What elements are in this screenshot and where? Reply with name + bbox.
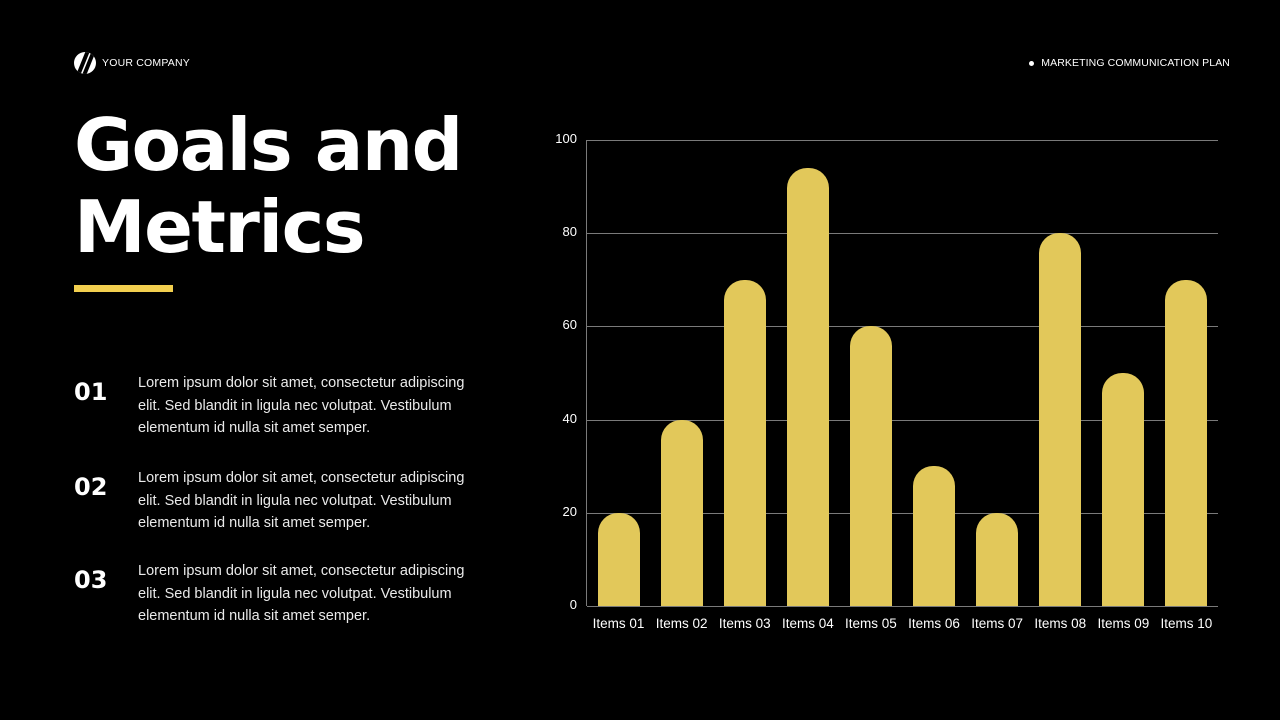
- goal-item: 01 Lorem ipsum dolor sit amet, consectet…: [74, 372, 504, 440]
- y-tick-label: 100: [555, 131, 577, 146]
- y-tick-label: 80: [562, 224, 577, 240]
- goal-text: Lorem ipsum dolor sit amet, consectetur …: [138, 470, 465, 532]
- bar-items-01: [597, 512, 640, 606]
- x-tick-label: Items 10: [1160, 616, 1213, 631]
- bar-chart: 0 20 40 60 80 100 Items 01 Items 02 Items 03 Item…: [540, 120, 1240, 660]
- x-tick-label: Items 09: [1097, 616, 1150, 631]
- x-tick-label: Items 01: [592, 616, 645, 631]
- x-tick-label: Items 04: [781, 616, 834, 631]
- y-tick-label: 60: [562, 317, 577, 333]
- y-tick-label: 40: [562, 410, 577, 426]
- title-line-2: Metrics: [74, 185, 366, 269]
- goal-item: 02 Lorem ipsum dolor sit amet, consectet…: [74, 467, 504, 535]
- gridline: [587, 512, 1218, 514]
- x-tick-label: Items 02: [655, 616, 708, 631]
- goal-item: 03 Lorem ipsum dolor sit amet, consectet…: [74, 560, 504, 628]
- company-logo-icon: [74, 52, 96, 74]
- plan-label: MARKETING COMMUNICATION PLAN: [1029, 57, 1230, 69]
- page-title: Goals and Metrics: [74, 104, 534, 268]
- plan-title: MARKETING COMMUNICATION PLAN: [1041, 57, 1230, 69]
- bar-items-06: [913, 466, 956, 606]
- x-axis-line: [587, 606, 1218, 607]
- x-tick-label: Items 08: [1034, 616, 1087, 631]
- x-tick-label: Items 03: [718, 616, 771, 631]
- x-tick-label: Items 05: [845, 616, 897, 631]
- bullet-icon: [1029, 60, 1035, 66]
- gridline: [587, 233, 1218, 235]
- bar-items-10: [1165, 279, 1208, 606]
- goal-number: 02: [74, 473, 108, 501]
- goal-text: Lorem ipsum dolor sit amet, consectetur …: [138, 563, 465, 625]
- y-tick-label: 20: [562, 503, 577, 519]
- y-axis-line: [586, 140, 587, 606]
- gridline: [587, 326, 1218, 328]
- bar-items-03: [723, 279, 766, 606]
- gridline: [587, 140, 1218, 141]
- company-name: YOUR COMPANY: [102, 57, 190, 69]
- goal-text: Lorem ipsum dolor sit amet, consectetur …: [138, 375, 465, 437]
- bar-items-04: [786, 167, 829, 606]
- x-tick-label: Items 07: [971, 616, 1024, 631]
- company-brand: YOUR COMPANY: [74, 52, 190, 74]
- bar-items-02: [660, 419, 703, 606]
- gridline: [587, 419, 1218, 421]
- bar-items-09: [1102, 373, 1145, 606]
- bar-items-07: [976, 512, 1019, 606]
- y-tick-label: 0: [569, 597, 577, 612]
- title-accent-bar: [74, 285, 173, 292]
- bar-items-05: [849, 326, 892, 606]
- bar-items-08: [1039, 233, 1082, 606]
- goal-number: 01: [74, 378, 108, 406]
- title-line-1: Goals and: [74, 103, 463, 187]
- goal-number: 03: [74, 566, 108, 594]
- x-tick-label: Items 06: [908, 616, 960, 631]
